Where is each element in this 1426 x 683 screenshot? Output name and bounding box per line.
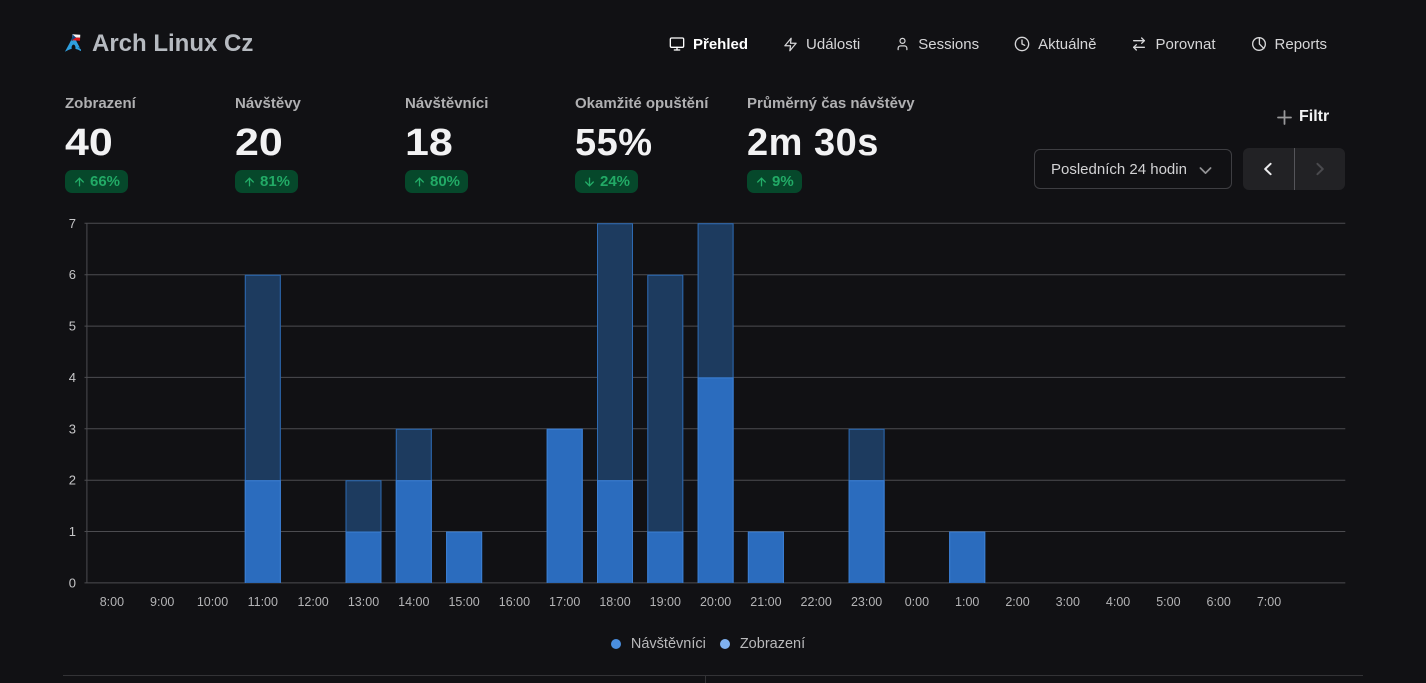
svg-text:11:00: 11:00 xyxy=(248,595,278,609)
svg-text:9:00: 9:00 xyxy=(150,595,174,609)
svg-text:17:00: 17:00 xyxy=(549,595,580,609)
svg-text:0:00: 0:00 xyxy=(905,595,929,609)
svg-text:1:00: 1:00 xyxy=(955,595,979,609)
svg-text:3:00: 3:00 xyxy=(1056,595,1080,609)
svg-text:4: 4 xyxy=(69,370,76,385)
svg-text:20:00: 20:00 xyxy=(700,595,731,609)
svg-text:2: 2 xyxy=(69,473,76,488)
svg-text:6: 6 xyxy=(69,267,76,282)
svg-text:10:00: 10:00 xyxy=(197,595,228,609)
svg-text:3: 3 xyxy=(69,421,76,436)
svg-text:13:00: 13:00 xyxy=(348,595,379,609)
svg-text:22:00: 22:00 xyxy=(801,595,832,609)
svg-text:18:00: 18:00 xyxy=(599,595,630,609)
svg-text:7:00: 7:00 xyxy=(1257,595,1281,609)
svg-text:23:00: 23:00 xyxy=(851,595,882,609)
svg-text:7: 7 xyxy=(69,216,76,231)
svg-text:6:00: 6:00 xyxy=(1207,595,1231,609)
svg-text:15:00: 15:00 xyxy=(448,595,479,609)
svg-text:5: 5 xyxy=(69,319,76,334)
svg-text:12:00: 12:00 xyxy=(297,595,328,609)
svg-text:1: 1 xyxy=(69,524,76,539)
svg-text:16:00: 16:00 xyxy=(499,595,530,609)
svg-text:4:00: 4:00 xyxy=(1106,595,1130,609)
svg-text:19:00: 19:00 xyxy=(650,595,681,609)
svg-text:14:00: 14:00 xyxy=(398,595,429,609)
svg-text:8:00: 8:00 xyxy=(100,595,124,609)
svg-text:0: 0 xyxy=(69,575,76,590)
svg-text:2:00: 2:00 xyxy=(1005,595,1029,609)
svg-text:5:00: 5:00 xyxy=(1156,595,1180,609)
svg-text:21:00: 21:00 xyxy=(750,595,781,609)
